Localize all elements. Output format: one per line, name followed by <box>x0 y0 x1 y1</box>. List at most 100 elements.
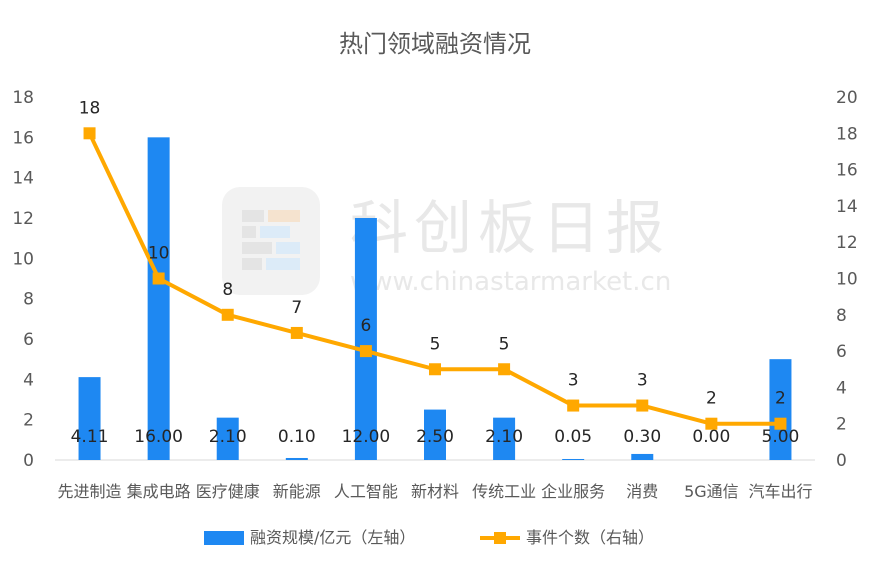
x-axis-category-label: 医疗健康 <box>196 482 260 501</box>
x-axis-category-label: 5G通信 <box>684 482 739 501</box>
x-axis-category-label: 新材料 <box>411 482 459 501</box>
line-marker <box>359 345 372 358</box>
line-marker <box>83 127 96 140</box>
line-marker <box>774 417 787 430</box>
legend-label-bar: 融资规模/亿元（左轴） <box>250 528 415 547</box>
left-axis-tick-label: 2 <box>23 411 34 431</box>
legend-label-line: 事件个数（右轴） <box>526 528 654 547</box>
x-axis-category-label: 消费 <box>626 482 658 501</box>
x-axis-category-label: 人工智能 <box>334 482 398 501</box>
right-axis-tick-label: 14 <box>836 197 858 217</box>
bar-data-label: 0.30 <box>623 427 661 447</box>
line-data-label: 18 <box>79 98 101 118</box>
line-data-label: 2 <box>775 389 786 409</box>
watermark: 科创板日报 www.chinastarmarket.cn <box>222 187 671 297</box>
line-data-label: 8 <box>222 280 233 300</box>
right-axis-tick-label: 2 <box>836 415 847 435</box>
right-axis-tick-label: 16 <box>836 161 858 181</box>
line-marker <box>429 363 441 376</box>
chart-title: 热门领域融资情况 <box>339 30 531 58</box>
watermark-logo-block-8 <box>266 258 300 270</box>
right-axis-tick-label: 8 <box>836 306 847 326</box>
bar-data-label: 0.05 <box>554 427 592 447</box>
bar-data-label: 0.00 <box>692 427 730 447</box>
bar-data-label: 5.00 <box>762 427 800 447</box>
bar-data-labels: 4.11 16.00 2.10 0.10 12.00 2.50 2.10 0.05 0.30 0.… <box>71 427 800 447</box>
watermark-logo-block-7 <box>242 258 262 270</box>
watermark-logo-block-6 <box>276 242 300 254</box>
right-axis-tick-label: 20 <box>836 88 858 108</box>
line-marker <box>636 399 649 412</box>
line-data-label: 5 <box>499 334 510 354</box>
line-data-label: 3 <box>637 371 648 391</box>
line-marker <box>498 363 511 376</box>
bar-data-label: 2.10 <box>485 427 523 447</box>
line-marker <box>705 417 718 430</box>
right-axis-tick-label: 6 <box>836 342 847 362</box>
left-axis-tick-label: 18 <box>12 88 34 108</box>
bar <box>147 137 170 461</box>
x-axis-category-label: 传统工业 <box>472 482 536 501</box>
x-axis-labels: 先进制造 集成电路 医疗健康 新能源 人工智能 新材料 传统工业 企业服务 消费 5G通信 汽车出行 <box>58 482 813 501</box>
watermark-logo-block-3 <box>242 226 256 238</box>
line-marker <box>152 272 165 285</box>
left-axis-tick-label: 4 <box>23 370 34 390</box>
bar-series <box>78 137 792 461</box>
line-data-label: 5 <box>430 334 441 354</box>
right-axis-tick-label: 4 <box>836 378 847 398</box>
bar <box>216 417 239 460</box>
bar <box>285 457 308 460</box>
bar <box>631 453 654 460</box>
bar <box>354 218 377 460</box>
line-data-labels: 18 10 8 7 6 5 5 3 3 2 2 <box>79 98 786 408</box>
x-axis-category-label: 汽车出行 <box>748 482 812 501</box>
watermark-logo-block-2 <box>268 210 300 222</box>
bar-data-label: 12.00 <box>342 427 391 447</box>
x-axis-category-label: 新能源 <box>273 482 321 501</box>
legend: 融资规模/亿元（左轴） 事件个数（右轴） <box>204 528 654 547</box>
watermark-logo-block-5 <box>242 242 272 254</box>
bar <box>562 458 585 460</box>
bar-data-label: 0.10 <box>278 427 316 447</box>
line-marker <box>290 326 303 339</box>
legend-swatch-bar <box>204 531 244 545</box>
x-axis-category-label: 先进制造 <box>58 482 122 501</box>
bar <box>493 417 516 460</box>
bar-data-label: 2.10 <box>209 427 247 447</box>
left-axis-tick-label: 8 <box>23 290 34 310</box>
left-axis-tick-label: 14 <box>12 169 34 189</box>
right-axis: 0 2 4 6 8 10 12 14 16 18 20 <box>836 88 858 471</box>
line-data-label: 7 <box>291 298 302 318</box>
legend-swatch-line-marker <box>494 532 506 544</box>
bar-data-label: 16.00 <box>134 427 183 447</box>
left-axis: 0 2 4 6 8 10 12 14 16 18 <box>12 88 34 471</box>
right-axis-tick-label: 10 <box>836 270 858 290</box>
watermark-logo-frame <box>222 187 320 295</box>
right-axis-tick-label: 0 <box>836 451 847 471</box>
bar <box>424 409 446 460</box>
left-axis-tick-label: 6 <box>23 330 34 350</box>
bar-data-label: 4.11 <box>71 427 109 447</box>
line-marker <box>567 399 580 412</box>
watermark-brand: 科创板日报 <box>350 194 670 262</box>
left-axis-tick-label: 16 <box>12 128 34 148</box>
line-series <box>83 127 787 430</box>
line-marker <box>221 308 234 321</box>
bar <box>769 359 792 460</box>
line-data-label: 2 <box>706 389 717 409</box>
line-data-label: 6 <box>360 316 371 336</box>
left-axis-tick-label: 0 <box>23 451 34 471</box>
bar-data-label: 2.50 <box>416 427 454 447</box>
bar <box>78 377 101 460</box>
line-data-label: 10 <box>148 244 170 264</box>
x-axis-category-label: 企业服务 <box>541 482 605 501</box>
watermark-logo-block-1 <box>242 210 264 222</box>
left-axis-tick-label: 12 <box>12 209 34 229</box>
right-axis-tick-label: 12 <box>836 233 858 253</box>
watermark-url: www.chinastarmarket.cn <box>350 267 671 297</box>
line-data-label: 3 <box>568 371 579 391</box>
left-axis-tick-label: 10 <box>12 249 34 269</box>
right-axis-tick-label: 18 <box>836 124 858 144</box>
